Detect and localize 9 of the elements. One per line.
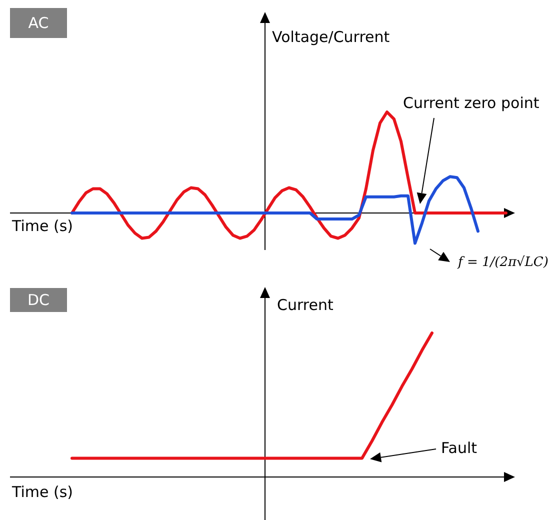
y-axis-title: Voltage/Current xyxy=(272,28,390,46)
chart-title: AC xyxy=(28,14,49,32)
annotation: Current zero point xyxy=(403,94,540,112)
x-axis-title: Time (s) xyxy=(11,483,73,501)
chart-title: DC xyxy=(27,291,50,309)
text: f = 1/(2π√LC) xyxy=(457,255,548,270)
annotation: Fault xyxy=(441,439,478,457)
y-axis-title: Current xyxy=(277,296,334,314)
x-axis-title: Time (s) xyxy=(11,217,73,235)
